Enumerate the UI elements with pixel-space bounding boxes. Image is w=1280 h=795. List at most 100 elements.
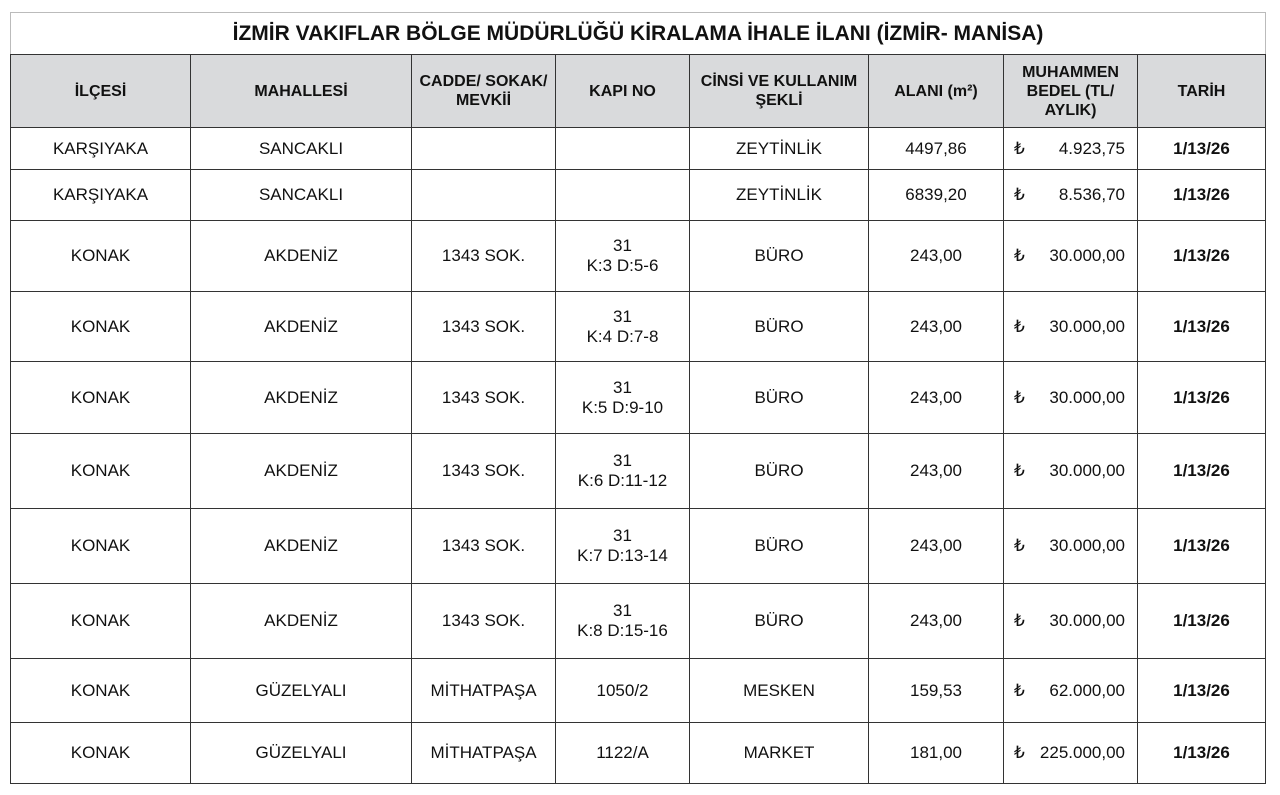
cell-district: KONAK: [10, 508, 191, 584]
door-number: 31: [613, 236, 632, 255]
cell-district: KONAK: [10, 291, 191, 362]
cell-type-usage: BÜRO: [689, 508, 869, 584]
cell-type-usage: MESKEN: [689, 658, 869, 723]
cell-door-no: 31 K:3 D:5-6: [555, 220, 690, 292]
lira-icon: ₺: [1014, 536, 1025, 555]
cell-door-no: [555, 169, 690, 221]
cell-street: 1343 SOK.: [411, 220, 556, 292]
cell-door-no: 31 K:5 D:9-10: [555, 361, 690, 434]
cell-neighborhood: AKDENİZ: [190, 433, 412, 509]
rent-amount: 225.000,00: [1039, 743, 1125, 762]
column-header-door-no: KAPI NO: [555, 54, 690, 128]
rent-amount: 30.000,00: [1049, 611, 1125, 630]
cell-type-usage: BÜRO: [689, 220, 869, 292]
rent-amount: 4.923,75: [1058, 138, 1125, 158]
cell-street: 1343 SOK.: [411, 583, 556, 659]
lira-icon: ₺: [1014, 461, 1025, 480]
table-row: KONAK AKDENİZ 1343 SOK. 31 K:6 D:11-12 BÜRO 24…: [10, 433, 1266, 509]
cell-estimated-rent: ₺ 8.536,70: [1003, 169, 1138, 221]
cell-type-usage: BÜRO: [689, 433, 869, 509]
cell-district: KONAK: [10, 722, 191, 784]
cell-neighborhood: AKDENİZ: [190, 291, 412, 362]
cell-district: KONAK: [10, 220, 191, 292]
floor-unit: K:6 D:11-12: [577, 471, 668, 490]
header-row: İLÇESİ MAHALLESİ CADDE/ SOKAK/ MEVKİİ KAPI …: [10, 54, 1266, 128]
cell-estimated-rent: ₺ 30.000,00: [1003, 583, 1138, 659]
door-number: 31: [613, 601, 632, 620]
cell-district: KONAK: [10, 361, 191, 434]
cell-neighborhood: AKDENİZ: [190, 361, 412, 434]
cell-district: KARŞIYAKA: [10, 127, 191, 170]
cell-neighborhood: GÜZELYALI: [190, 722, 412, 784]
lira-icon: ₺: [1014, 743, 1025, 762]
cell-neighborhood: AKDENİZ: [190, 508, 412, 584]
cell-street: [411, 127, 556, 170]
cell-estimated-rent: ₺ 62.000,00: [1003, 658, 1138, 723]
cell-street: 1343 SOK.: [411, 508, 556, 584]
cell-area: 243,00: [868, 361, 1004, 434]
cell-door-no: 31 K:4 D:7-8: [555, 291, 690, 362]
cell-area: 243,00: [868, 583, 1004, 659]
tender-notice: İZMİR VAKIFLAR BÖLGE MÜDÜRLÜĞÜ KİRALAMA …: [10, 12, 1266, 784]
floor-unit: K:4 D:7-8: [586, 326, 659, 346]
rent-amount: 8.536,70: [1058, 185, 1125, 204]
column-header-district: İLÇESİ: [10, 54, 191, 128]
cell-neighborhood: AKDENİZ: [190, 583, 412, 659]
lira-icon: ₺: [1014, 387, 1025, 407]
cell-area: 243,00: [868, 291, 1004, 362]
cell-area: 6839,20: [868, 169, 1004, 221]
cell-date: 1/13/26: [1137, 361, 1266, 434]
lira-icon: ₺: [1014, 185, 1025, 204]
cell-type-usage: ZEYTİNLİK: [689, 127, 869, 170]
cell-door-no: [555, 127, 690, 170]
cell-street: [411, 169, 556, 221]
column-header-neighborhood: MAHALLESİ: [190, 54, 412, 128]
door-number: 1050/2: [596, 680, 649, 700]
cell-date: 1/13/26: [1137, 169, 1266, 221]
cell-estimated-rent: ₺ 4.923,75: [1003, 127, 1138, 170]
cell-date: 1/13/26: [1137, 508, 1266, 584]
cell-date: 1/13/26: [1137, 722, 1266, 784]
rent-amount: 30.000,00: [1049, 316, 1125, 336]
lira-icon: ₺: [1014, 316, 1025, 336]
tender-table: İZMİR VAKIFLAR BÖLGE MÜDÜRLÜĞÜ KİRALAMA …: [10, 12, 1266, 784]
rent-amount: 30.000,00: [1049, 246, 1125, 265]
cell-area: 159,53: [868, 658, 1004, 723]
cell-street: 1343 SOK.: [411, 361, 556, 434]
table-row: KONAK AKDENİZ 1343 SOK. 31 K:8 D:15-16 BÜRO 24…: [10, 583, 1266, 659]
table-row: KONAK AKDENİZ 1343 SOK. 31 K:3 D:5-6 BÜRO 243,…: [10, 220, 1266, 292]
cell-street: MİTHATPAŞA: [411, 722, 556, 784]
cell-type-usage: BÜRO: [689, 361, 869, 434]
cell-type-usage: BÜRO: [689, 291, 869, 362]
floor-unit: K:8 D:15-16: [577, 621, 668, 640]
lira-icon: ₺: [1014, 611, 1025, 630]
door-number: 31: [613, 451, 632, 470]
door-number: 31: [613, 306, 632, 326]
column-header-date: TARİH: [1137, 54, 1266, 128]
column-header-type-usage: CİNSİ VE KULLANIM ŞEKLİ: [689, 54, 869, 128]
cell-neighborhood: SANCAKLI: [190, 169, 412, 221]
table-row: KARŞIYAKA SANCAKLI ZEYTİNLİK 6839,20 ₺ 8.536,…: [10, 169, 1266, 221]
cell-type-usage: MARKET: [689, 722, 869, 784]
floor-unit: K:3 D:5-6: [586, 256, 659, 275]
table-row: KONAK AKDENİZ 1343 SOK. 31 K:7 D:13-14 BÜRO 24…: [10, 508, 1266, 584]
rent-amount: 30.000,00: [1049, 461, 1125, 480]
cell-area: 243,00: [868, 220, 1004, 292]
cell-estimated-rent: ₺ 30.000,00: [1003, 361, 1138, 434]
cell-district: KONAK: [10, 583, 191, 659]
cell-neighborhood: AKDENİZ: [190, 220, 412, 292]
lira-icon: ₺: [1014, 680, 1025, 700]
floor-unit: K:7 D:13-14: [577, 546, 668, 565]
cell-door-no: 31 K:6 D:11-12: [555, 433, 690, 509]
cell-neighborhood: GÜZELYALI: [190, 658, 412, 723]
cell-date: 1/13/26: [1137, 220, 1266, 292]
door-number: 31: [613, 377, 632, 397]
cell-estimated-rent: ₺ 30.000,00: [1003, 291, 1138, 362]
cell-street: 1343 SOK.: [411, 433, 556, 509]
cell-area: 243,00: [868, 433, 1004, 509]
column-header-estimated-rent: MUHAMMEN BEDEL (TL/ AYLIK): [1003, 54, 1138, 128]
cell-estimated-rent: ₺ 225.000,00: [1003, 722, 1138, 784]
column-header-area: ALANI (m²): [868, 54, 1004, 128]
cell-date: 1/13/26: [1137, 433, 1266, 509]
lira-icon: ₺: [1014, 138, 1025, 158]
